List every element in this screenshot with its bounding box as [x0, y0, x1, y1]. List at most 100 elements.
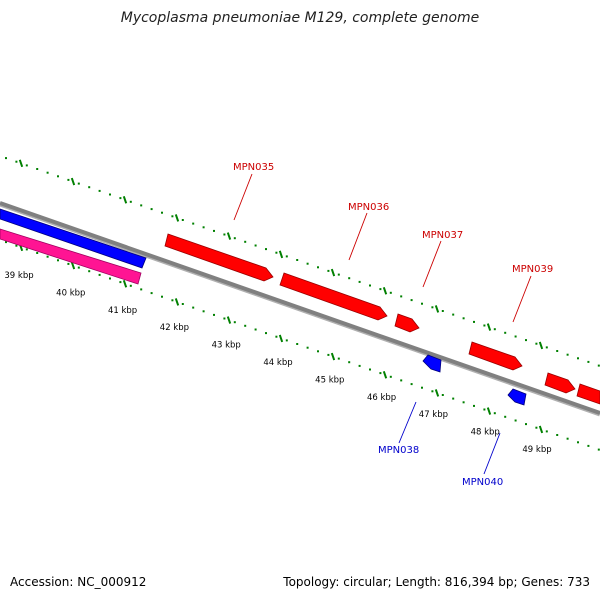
inner-scale-dot [233, 321, 236, 324]
outer-scale-dot [514, 335, 517, 338]
leader-line-mpn035 [233, 173, 253, 221]
inner-scale-dot [161, 295, 163, 298]
gene-arrow-mpn039[interactable] [468, 341, 523, 371]
outer-scale-dot [254, 244, 257, 247]
kbp-tick-label: 46 kbp [367, 393, 396, 403]
outer-scale-dot [358, 280, 361, 283]
inner-scale-tick [486, 407, 492, 415]
inner-scale-dot [525, 423, 527, 426]
outer-scale-dot [140, 204, 143, 207]
inner-scale-dot [129, 284, 132, 287]
inner-scale-dot [369, 368, 371, 371]
inner-scale-dot [109, 277, 111, 280]
outer-scale-tick [330, 268, 336, 277]
outer-scale-tick [538, 341, 544, 350]
outer-scale-dot [181, 219, 184, 221]
inner-scale-dot [410, 383, 413, 386]
outer-scale-dot [473, 320, 475, 323]
kbp-tick-label: 48 kbp [471, 428, 500, 438]
gene-label-mpn040[interactable]: MPN040 [462, 477, 503, 488]
gene-arrow-mpn035[interactable] [164, 233, 274, 282]
gene-arrow-mpn038[interactable] [422, 354, 442, 373]
inner-scale-dot [244, 324, 247, 327]
kbp-tick-label: 49 kbp [522, 445, 551, 455]
outer-scale-tick [486, 323, 492, 331]
gene-arrow-mpn037[interactable] [394, 313, 420, 333]
gene-label-mpn038[interactable]: MPN038 [378, 445, 419, 456]
inner-scale-dot [213, 313, 215, 316]
inner-scale-dot [473, 404, 475, 407]
inner-scale-dot [265, 332, 267, 335]
inner-scale-dot [566, 437, 569, 440]
gene-arrow-mpn036[interactable] [279, 272, 388, 321]
inner-scale-dot [25, 248, 28, 251]
outer-scale-dot [202, 226, 205, 229]
outer-scale-tick [434, 305, 440, 313]
outer-scale-dot [327, 269, 330, 272]
inner-scale-dot [421, 386, 423, 389]
inner-scale-dot [57, 259, 59, 262]
gene-arrow-partial-right-1[interactable] [544, 372, 576, 394]
outer-scale-dot [88, 186, 91, 189]
gene-label-mpn035[interactable]: MPN035 [233, 162, 274, 173]
outer-scale-dot [535, 342, 538, 345]
outer-scale-dot [431, 306, 434, 309]
inner-scale-tick [434, 389, 440, 397]
inner-scale-dot [327, 353, 330, 356]
outer-scale-dot [317, 266, 319, 269]
gene-label-mpn039[interactable]: MPN039 [512, 264, 553, 275]
inner-scale-dot [77, 266, 80, 269]
inner-scale-tick [122, 279, 128, 288]
outer-scale-dot [5, 157, 7, 160]
inner-scale-dot [296, 343, 299, 345]
gene-label-mpn036[interactable]: MPN036 [348, 202, 389, 213]
outer-scale-dot [525, 339, 527, 342]
outer-scale-dot [400, 295, 403, 298]
inner-scale-dot [317, 350, 319, 353]
gene-arrow-mpn040[interactable] [507, 388, 527, 406]
inner-scale-dot [379, 372, 382, 375]
inner-scale-tick [330, 352, 336, 361]
inner-scale-dot [504, 415, 507, 418]
outer-scale-dot [483, 324, 486, 327]
genome-backbone [0, 201, 600, 415]
outer-scale-dot [566, 353, 569, 356]
inner-scale-ticks [18, 243, 544, 434]
inner-scale-dot [46, 255, 49, 258]
gene-arrow-partial-right-2[interactable] [576, 383, 600, 405]
inner-scale-dot [389, 375, 392, 378]
kbp-tick-label: 39 kbp [4, 271, 33, 281]
inner-scale-dot [67, 262, 70, 265]
outer-scale-dot [67, 178, 70, 181]
outer-scale-dot [57, 175, 59, 178]
outer-scale-dot [109, 193, 111, 196]
outer-scale-dot [119, 197, 122, 200]
inner-scale-dot [358, 364, 361, 367]
inner-scale-dot [275, 335, 278, 338]
outer-scale-dot [597, 364, 600, 367]
outer-scale-dot [348, 277, 351, 280]
outer-scale-dot [265, 248, 267, 251]
outer-scale-dot [296, 259, 299, 261]
outer-scale-dot [244, 240, 247, 243]
outer-scale-dot [389, 291, 392, 294]
inner-scale-dot [431, 390, 434, 393]
outer-scale-dot [233, 237, 236, 240]
inner-scale-dot [493, 412, 496, 415]
inner-scale-dot [577, 441, 579, 444]
outer-scale-dot [421, 302, 423, 305]
outer-scale-ticks [18, 159, 544, 350]
rna-gene-partial-left[interactable] [0, 228, 142, 285]
outer-scale-dot [285, 255, 288, 258]
inner-scale-dot [88, 270, 91, 273]
inner-scale-dot [181, 303, 184, 305]
inner-scale-dot [15, 244, 18, 247]
gene-label-mpn037[interactable]: MPN037 [422, 230, 463, 241]
accession-text: Accession: NC_000912 [10, 575, 147, 589]
inner-scale-dot [150, 292, 153, 295]
inner-scale-dot [171, 299, 174, 302]
reverse-gene-partial-left[interactable] [0, 208, 147, 269]
inner-scale-dot [587, 444, 590, 447]
